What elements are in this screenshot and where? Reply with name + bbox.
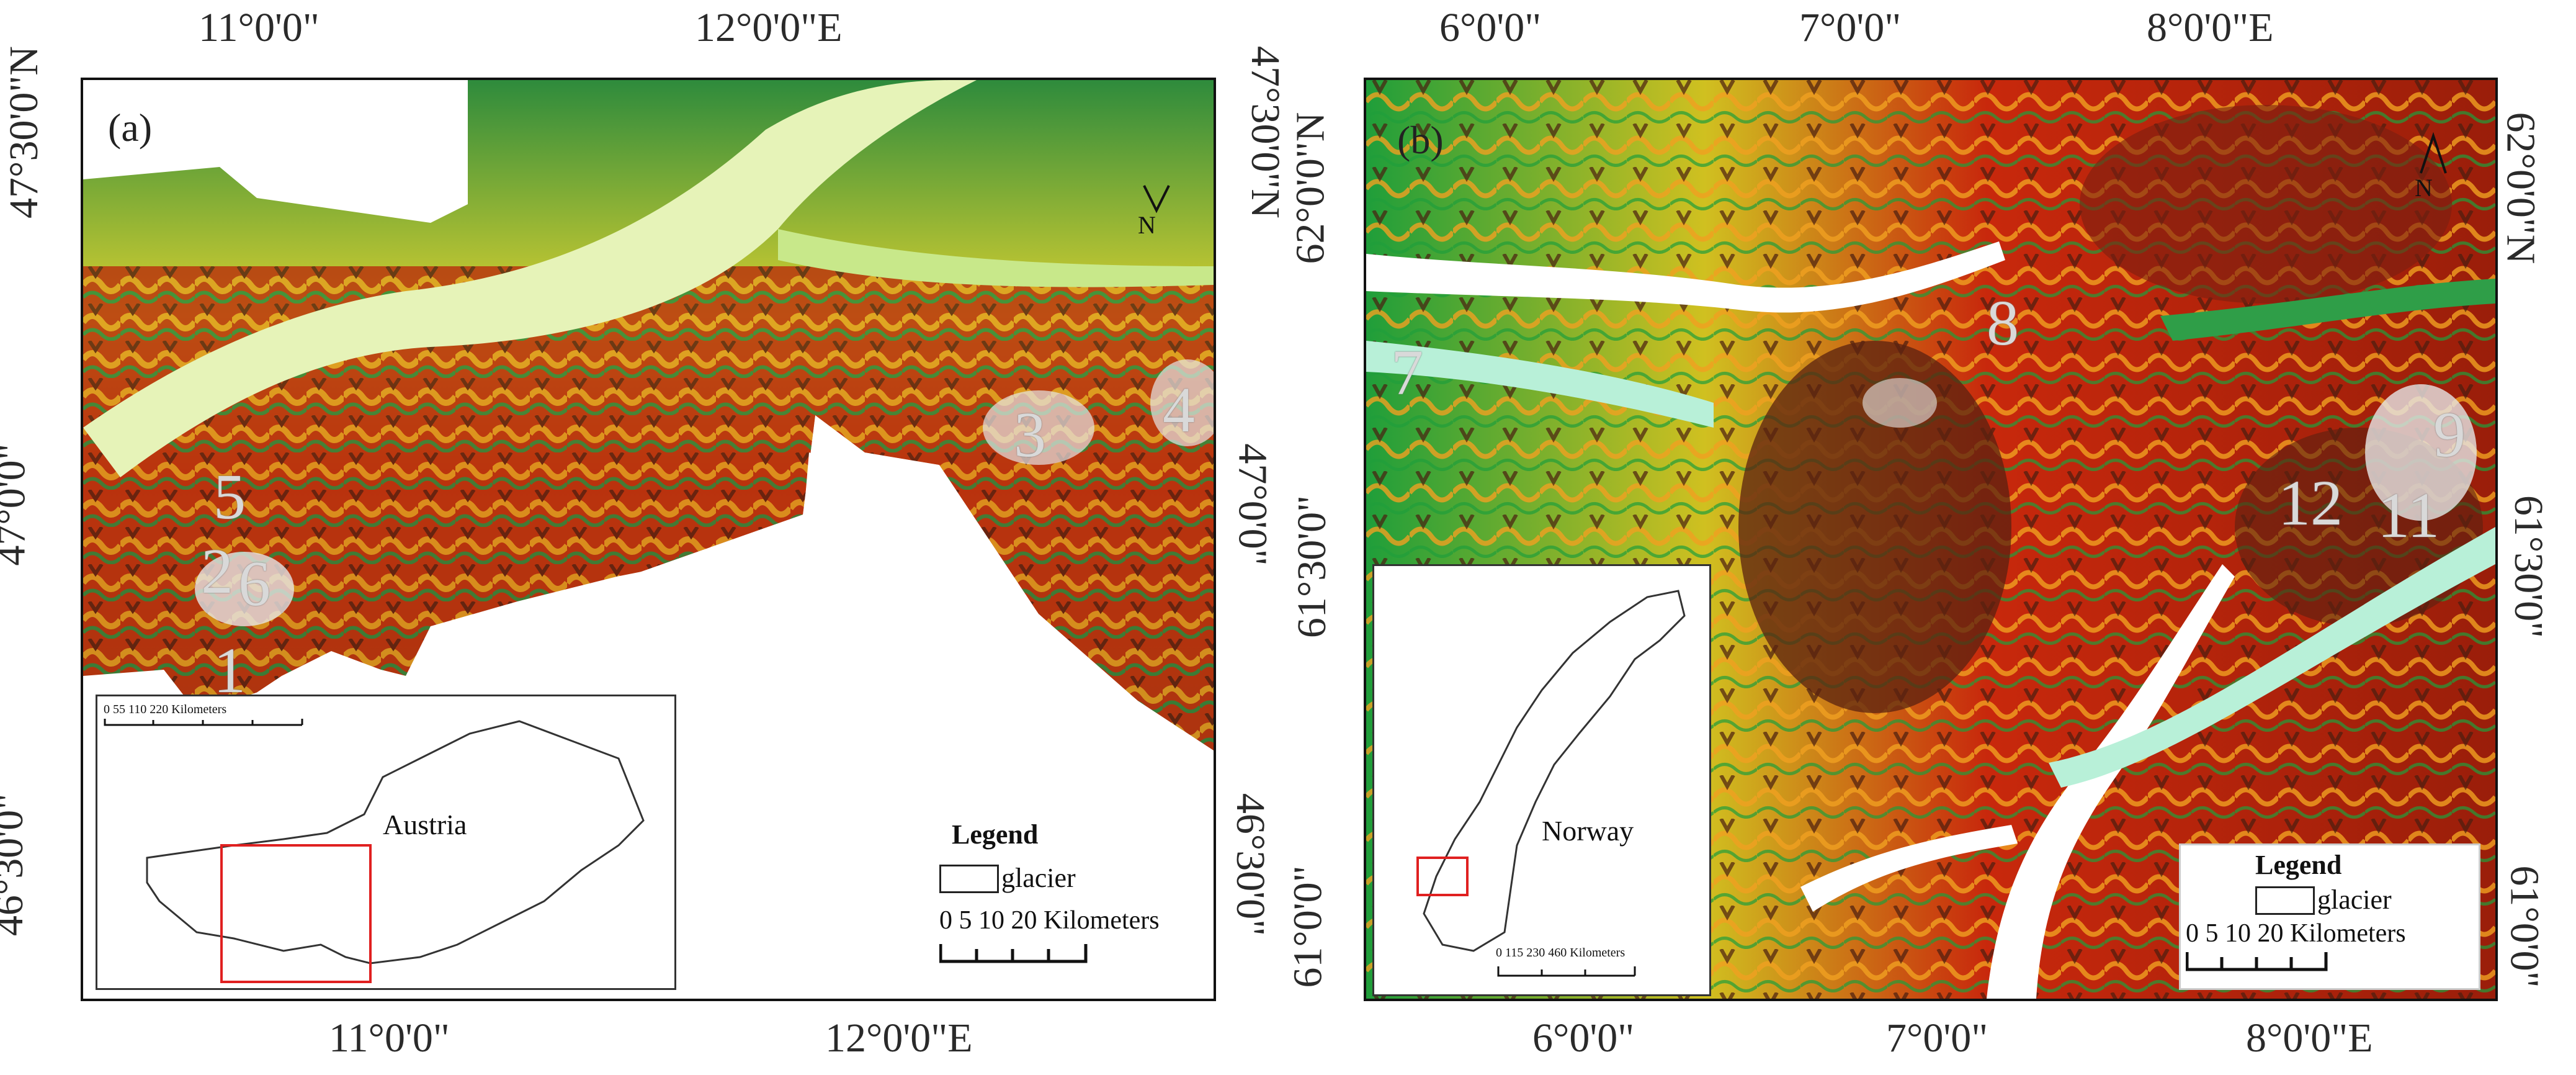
left-tick-6100: 61°0'0" xyxy=(1285,865,1331,988)
map-a: (a) N 1 2 3 4 5 6 Legend glacier 0 5 10 … xyxy=(81,78,1216,1001)
right-tick-6200n: 62°0'0"N xyxy=(2498,112,2544,264)
site-label-5: 5 xyxy=(213,461,246,533)
legend-title-a: Legend xyxy=(952,819,1039,850)
site-label-3: 3 xyxy=(1014,399,1046,470)
legend-title-b: Legend xyxy=(2255,850,2342,880)
left-tick-6130: 61°30'0" xyxy=(1289,495,1335,639)
north-arrow-icon xyxy=(1143,185,1170,214)
site-label-2: 2 xyxy=(201,536,233,607)
legend-item-b: glacier xyxy=(2317,884,2392,915)
glacier-swatch-a xyxy=(939,865,999,893)
north-label-b: N xyxy=(2415,174,2433,202)
site-label-12: 12 xyxy=(2278,467,2343,539)
right-tick-6130: 61°30'0" xyxy=(2506,495,2552,639)
legend-b: Legend glacier 0 5 10 20 Kilometers xyxy=(2179,843,2480,990)
glacier-swatch-b xyxy=(2255,886,2315,915)
panel-label-b: (b) xyxy=(1397,118,1444,162)
left-tick-6200n: 62°0'0"N xyxy=(1287,112,1333,264)
inset-scale-b: 0 115 230 460 Kilometers xyxy=(1496,946,1626,960)
scale-text-b: 0 5 10 20 Kilometers xyxy=(2186,919,2406,948)
site-label-8: 8 xyxy=(1987,287,2019,359)
bottom-tick-11e: 11°0'0" xyxy=(329,1015,450,1061)
norway-outline xyxy=(1416,590,1686,977)
inset-map-a: 0 55 110 220 Kilometers Austria xyxy=(96,695,676,990)
site-label-4: 4 xyxy=(1163,374,1195,446)
inset-scale-a: 0 55 110 220 Kilometers xyxy=(104,703,227,716)
right-tick-4730n: 47°30'0"N xyxy=(1242,46,1288,218)
left-tick-4730n: 47°30'0"N xyxy=(1,46,47,218)
north-arrow-icon xyxy=(2420,132,2447,174)
legend-a: Legend glacier 0 5 10 20 Kilometers xyxy=(939,812,1200,986)
north-label-a: N xyxy=(1138,211,1156,239)
right-tick-4700: 47°0'0" xyxy=(1230,443,1276,566)
top-tick-6e: 6°0'0" xyxy=(1439,5,1542,50)
bottom-tick-7e: 7°0'0" xyxy=(1886,1015,1988,1061)
top-tick-11e: 11°0'0" xyxy=(199,5,320,50)
legend-item-a: glacier xyxy=(1001,863,1076,893)
left-tick-4630: 46°30'0" xyxy=(0,793,32,937)
inset-study-area-a xyxy=(220,844,372,983)
scale-bar-a xyxy=(939,944,1088,963)
inset-map-b: Norway 0 115 230 460 Kilometers xyxy=(1372,564,1711,996)
scale-bar-b xyxy=(2186,952,2328,971)
panel-a: 11°0'0" 12°0'0"E 11°0'0" 12°0'0"E 47°30'… xyxy=(0,5,1288,1061)
bottom-tick-6e: 6°0'0" xyxy=(1532,1015,1635,1061)
site-label-1: 1 xyxy=(213,635,246,706)
inset-study-area-b xyxy=(1416,857,1469,896)
site-label-9: 9 xyxy=(2433,399,2466,470)
top-tick-12e: 12°0'0"E xyxy=(695,5,843,50)
bottom-tick-8e: 8°0'0"E xyxy=(2246,1015,2373,1061)
inset-country-a: Austria xyxy=(383,809,467,840)
inset-country-b: Norway xyxy=(1542,815,1634,847)
right-tick-6100: 61°0'0" xyxy=(2502,865,2547,988)
right-tick-4630: 46°30'0" xyxy=(1228,793,1274,937)
top-tick-8e: 8°0'0"E xyxy=(2147,5,2274,50)
site-label-6: 6 xyxy=(238,548,271,619)
inset-scale-bar-a xyxy=(104,719,303,726)
north-arrow-a: N xyxy=(1138,179,1175,239)
left-tick-4700: 47°0'0" xyxy=(0,443,34,566)
scale-text-a: 0 5 10 20 Kilometers xyxy=(939,906,1160,935)
north-arrow-b: N xyxy=(2415,130,2452,202)
austria-outline xyxy=(146,720,645,983)
site-label-7: 7 xyxy=(1391,337,1423,408)
site-label-11: 11 xyxy=(2377,480,2440,551)
panel-b: 6°0'0" 7°0'0" 8°0'0"E 6°0'0" 7°0'0" 8°0'… xyxy=(1285,0,2576,1075)
bottom-tick-12e: 12°0'0"E xyxy=(825,1015,973,1061)
top-tick-7e: 7°0'0" xyxy=(1799,5,1902,50)
panel-label-a: (a) xyxy=(108,106,153,150)
map-b: (b) N 7 8 9 11 12 Legend glacier 0 5 10 … xyxy=(1364,78,2498,1001)
